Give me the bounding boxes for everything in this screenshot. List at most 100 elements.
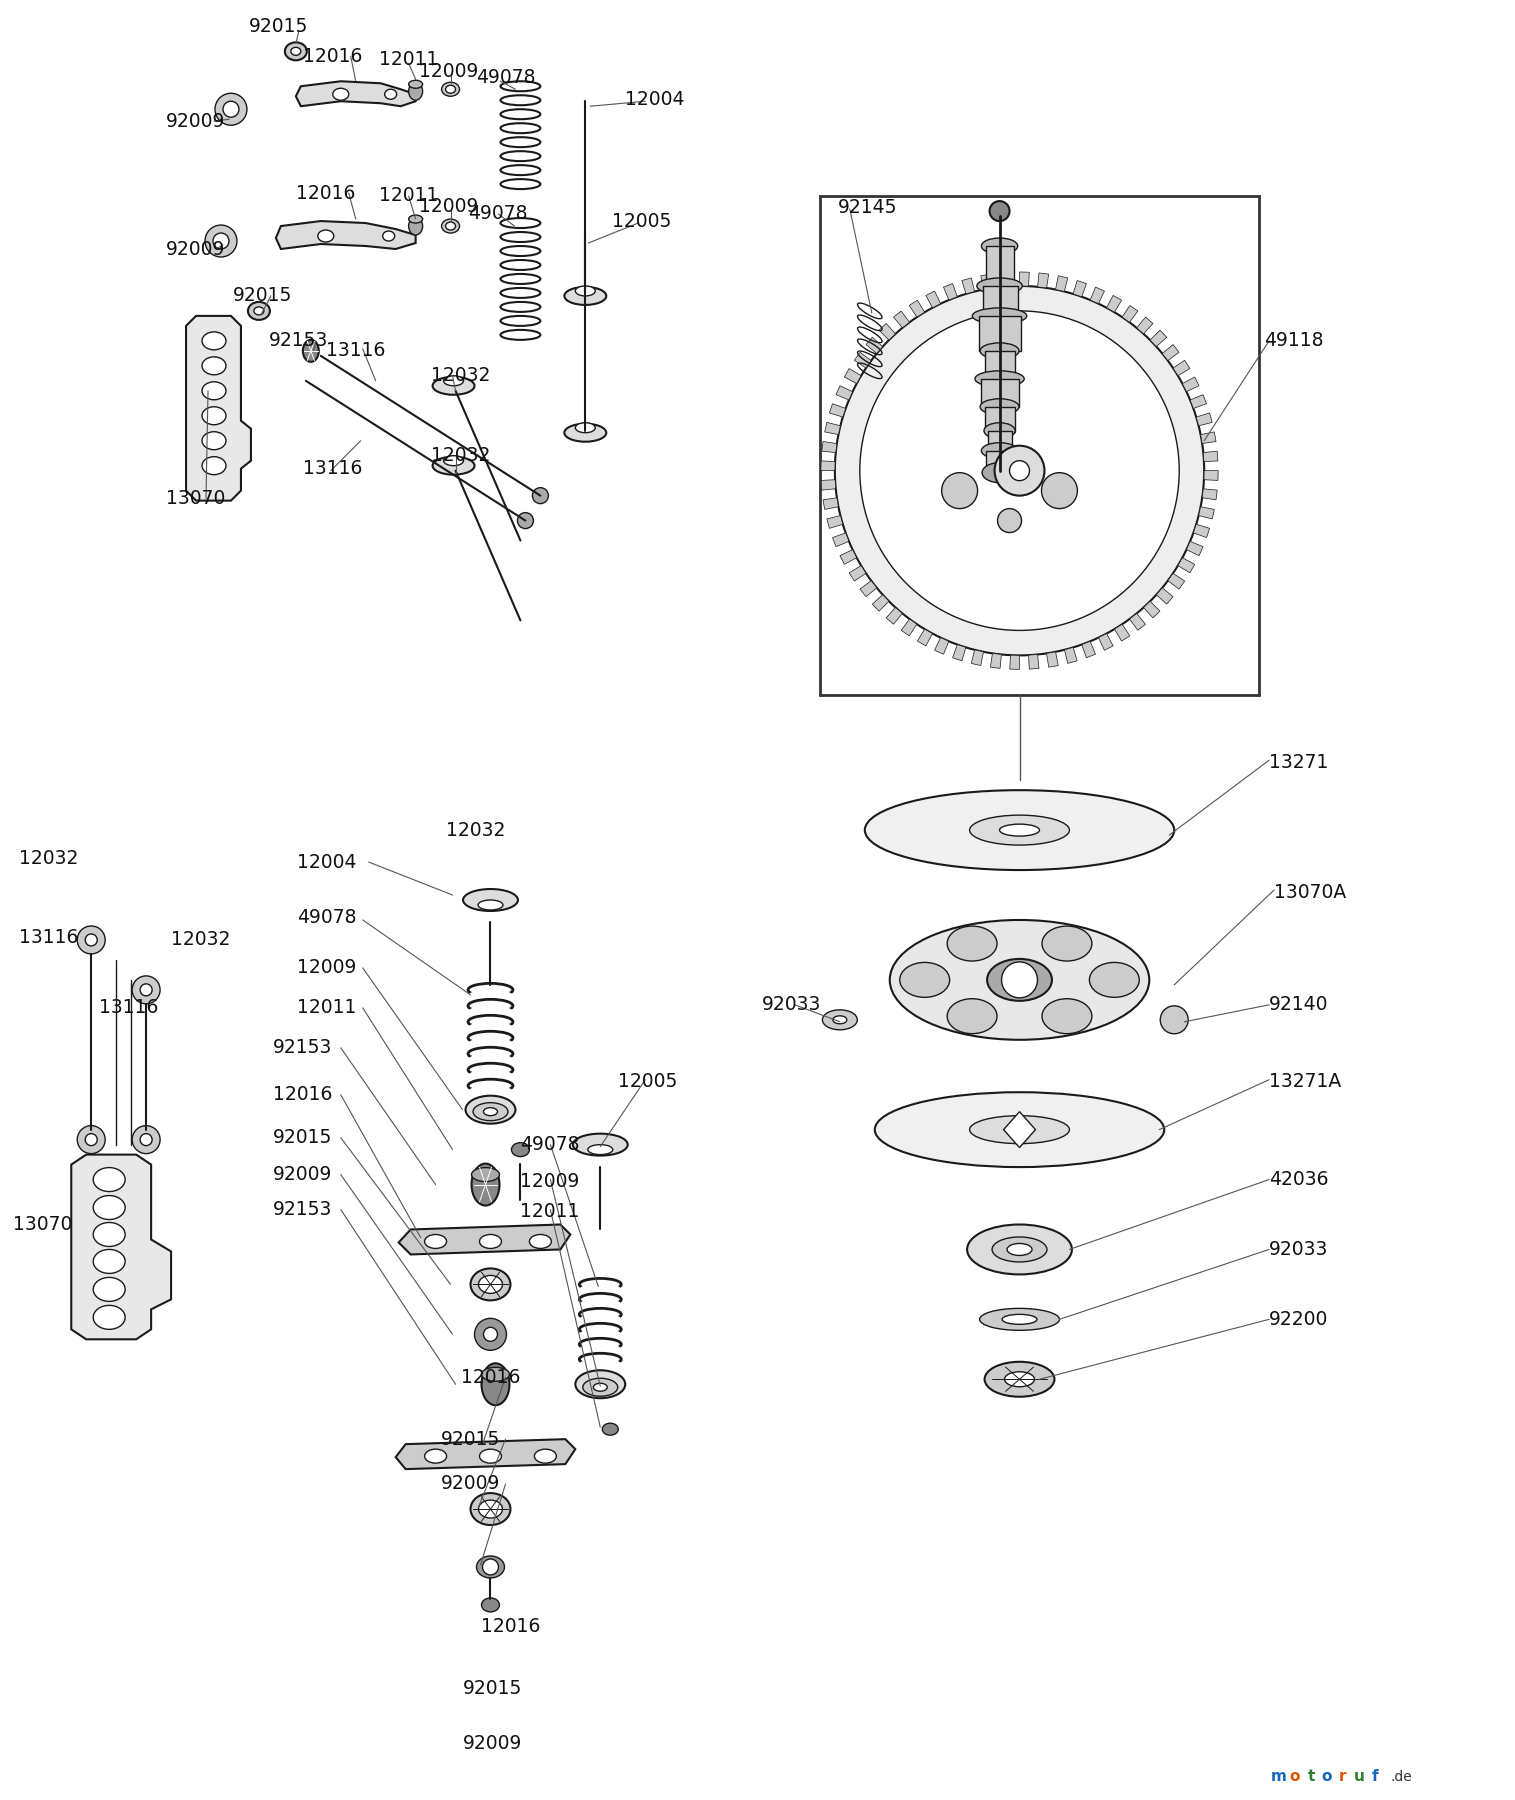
Ellipse shape [865, 790, 1174, 869]
Polygon shape [823, 499, 838, 509]
Ellipse shape [579, 1328, 621, 1341]
Polygon shape [1156, 589, 1173, 605]
Ellipse shape [823, 1010, 857, 1030]
Polygon shape [873, 594, 889, 612]
Polygon shape [1047, 652, 1059, 668]
Ellipse shape [409, 81, 423, 88]
Text: 12004: 12004 [297, 853, 356, 871]
Text: 12011: 12011 [297, 999, 356, 1017]
Ellipse shape [947, 999, 997, 1033]
Text: 12009: 12009 [297, 958, 356, 977]
Text: o: o [1289, 1769, 1300, 1784]
Polygon shape [1038, 274, 1048, 288]
Text: 12016: 12016 [273, 1085, 332, 1103]
Polygon shape [1186, 542, 1203, 556]
Ellipse shape [94, 1278, 126, 1301]
Text: 12016: 12016 [461, 1368, 520, 1386]
Polygon shape [1115, 625, 1130, 641]
Ellipse shape [579, 1283, 621, 1296]
Circle shape [1041, 473, 1077, 509]
Text: 13116: 13116 [98, 999, 159, 1017]
Text: 92140: 92140 [1270, 995, 1329, 1015]
Ellipse shape [982, 463, 1017, 482]
Polygon shape [824, 423, 841, 434]
Ellipse shape [576, 286, 595, 295]
Ellipse shape [576, 423, 595, 432]
Text: 12032: 12032 [20, 848, 79, 868]
Text: 92009: 92009 [441, 1474, 500, 1492]
Text: 92200: 92200 [1270, 1310, 1329, 1328]
Circle shape [132, 1125, 161, 1154]
Ellipse shape [967, 1224, 1073, 1274]
Ellipse shape [409, 218, 423, 236]
Polygon shape [944, 284, 957, 301]
Text: 12016: 12016 [295, 184, 355, 203]
Ellipse shape [424, 1235, 447, 1249]
Polygon shape [395, 1440, 576, 1469]
Polygon shape [833, 533, 848, 547]
Ellipse shape [535, 1449, 556, 1463]
Polygon shape [827, 515, 842, 529]
Ellipse shape [291, 47, 301, 56]
Ellipse shape [201, 382, 226, 400]
Ellipse shape [579, 1359, 621, 1370]
Polygon shape [909, 301, 924, 317]
Ellipse shape [445, 85, 456, 94]
Ellipse shape [980, 1309, 1059, 1330]
Bar [986, 247, 1014, 286]
Circle shape [1160, 1006, 1188, 1033]
Polygon shape [935, 637, 948, 653]
Text: 92009: 92009 [167, 239, 226, 259]
Text: .de: .de [1391, 1769, 1412, 1784]
Circle shape [85, 934, 97, 947]
Polygon shape [295, 81, 415, 106]
Text: 12009: 12009 [418, 61, 479, 81]
Text: 13070A: 13070A [1274, 882, 1347, 902]
Ellipse shape [980, 342, 1020, 358]
Ellipse shape [473, 1103, 508, 1121]
Ellipse shape [980, 400, 1020, 414]
Ellipse shape [333, 88, 348, 101]
Polygon shape [861, 581, 877, 598]
Polygon shape [879, 324, 895, 340]
Text: 92015: 92015 [248, 16, 309, 36]
Ellipse shape [985, 1363, 1054, 1397]
Bar [985, 351, 1015, 378]
Circle shape [861, 311, 1179, 630]
Ellipse shape [1000, 824, 1039, 835]
Text: 13271A: 13271A [1270, 1073, 1341, 1091]
Ellipse shape [479, 900, 503, 911]
Text: 92153: 92153 [273, 1039, 332, 1057]
Circle shape [77, 925, 105, 954]
Polygon shape [1203, 490, 1217, 500]
Bar [988, 430, 1012, 450]
Polygon shape [398, 1224, 570, 1255]
Polygon shape [867, 337, 883, 353]
Ellipse shape [479, 1276, 503, 1294]
Polygon shape [1106, 295, 1121, 311]
Ellipse shape [94, 1222, 126, 1246]
Ellipse shape [201, 331, 226, 349]
Polygon shape [971, 650, 983, 666]
Ellipse shape [424, 1449, 447, 1463]
Circle shape [132, 976, 161, 1004]
Ellipse shape [383, 230, 395, 241]
Ellipse shape [579, 1298, 621, 1310]
Text: 12032: 12032 [445, 821, 504, 839]
Ellipse shape [874, 1093, 1164, 1166]
Ellipse shape [1042, 999, 1092, 1033]
Ellipse shape [479, 1499, 503, 1517]
Ellipse shape [433, 376, 474, 394]
Ellipse shape [248, 302, 270, 320]
Text: u: u [1353, 1769, 1365, 1784]
Ellipse shape [482, 1363, 509, 1406]
Polygon shape [848, 565, 867, 581]
Polygon shape [1191, 394, 1206, 409]
Polygon shape [1029, 655, 1039, 670]
Ellipse shape [977, 277, 1023, 293]
Circle shape [1009, 461, 1030, 481]
Polygon shape [839, 549, 856, 565]
Ellipse shape [255, 308, 264, 315]
Ellipse shape [468, 1085, 514, 1098]
Bar [820, 196, 1259, 695]
